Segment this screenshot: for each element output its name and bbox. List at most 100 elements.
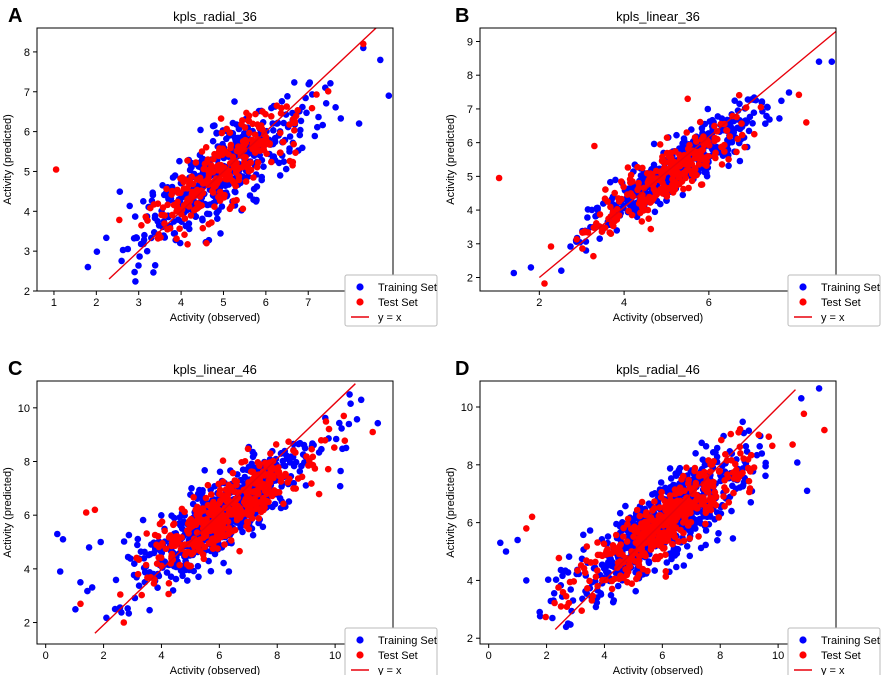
- data-point: [305, 462, 312, 469]
- data-point: [208, 491, 215, 498]
- data-point: [662, 573, 670, 580]
- data-point: [738, 131, 746, 139]
- data-point-outlier: [91, 506, 99, 514]
- data-point: [225, 530, 232, 538]
- y-tick-label: 2: [24, 286, 30, 298]
- data-point: [726, 133, 734, 140]
- axes-frame: [479, 27, 837, 292]
- data-point: [216, 145, 223, 152]
- data-point: [587, 559, 594, 566]
- data-point: [605, 215, 612, 223]
- data-point: [708, 479, 715, 487]
- legend: Training Set Test Set y = x: [344, 274, 438, 327]
- data-point: [228, 483, 235, 491]
- data-point: [653, 190, 661, 198]
- data-point: [124, 605, 131, 612]
- data-point: [616, 560, 623, 568]
- data-point: [207, 511, 214, 518]
- legend: Training Set Test Set y = x: [787, 627, 881, 675]
- data-point: [337, 467, 344, 475]
- data-point: [680, 537, 688, 545]
- data-point-outlier: [684, 95, 691, 103]
- data-point: [233, 121, 240, 128]
- data-point: [736, 484, 744, 491]
- data-point-outlier: [803, 119, 810, 126]
- data-point: [245, 168, 253, 175]
- data-point-outlier: [369, 428, 377, 436]
- data-point: [698, 181, 706, 188]
- data-point: [249, 468, 257, 476]
- y-tick-label: 8: [467, 460, 473, 472]
- data-point: [127, 555, 134, 562]
- data-point: [197, 548, 204, 555]
- data-point: [776, 115, 783, 122]
- data-point: [607, 178, 614, 186]
- x-tick-label: 4: [601, 650, 607, 662]
- legend-label: Test Set: [821, 297, 861, 309]
- data-point: [253, 183, 261, 190]
- data-point: [685, 476, 692, 484]
- data-point: [711, 122, 718, 130]
- legend-marker: [799, 283, 807, 291]
- data-point: [815, 385, 823, 392]
- data-point: [168, 191, 175, 198]
- data-point: [718, 436, 725, 444]
- data-point: [762, 462, 769, 470]
- data-point: [306, 79, 314, 86]
- data-point: [336, 482, 344, 490]
- reference-line-y-equals-x: [108, 28, 377, 280]
- data-point: [177, 189, 184, 197]
- data-point: [294, 107, 302, 114]
- y-axis-label: Activity (predicted): [2, 467, 14, 557]
- data-point: [279, 473, 286, 481]
- data-point: [661, 497, 668, 505]
- x-tick-label: 10: [329, 650, 341, 662]
- data-point: [176, 514, 184, 521]
- data-point: [250, 196, 257, 203]
- data-point: [745, 427, 753, 435]
- data-point: [163, 185, 170, 193]
- panel-letter: B: [455, 5, 469, 27]
- data-point: [713, 128, 721, 135]
- data-point: [184, 157, 191, 164]
- data-point: [161, 527, 168, 535]
- data-point: [579, 245, 586, 252]
- plot-content: [495, 30, 836, 287]
- data-point: [120, 538, 128, 545]
- data-point: [204, 201, 211, 209]
- data-point: [241, 124, 249, 131]
- data-point: [126, 202, 133, 210]
- data-point: [662, 535, 670, 542]
- data-point: [686, 552, 694, 560]
- data-point: [758, 98, 766, 105]
- data-point: [280, 119, 288, 127]
- data-point: [685, 184, 692, 192]
- data-point: [231, 98, 238, 105]
- data-point: [724, 471, 731, 478]
- data-point: [751, 130, 758, 138]
- data-point: [136, 253, 143, 260]
- data-point: [619, 519, 626, 526]
- data-point: [159, 540, 166, 547]
- legend-label: Test Set: [378, 650, 418, 662]
- data-point: [696, 118, 704, 126]
- data-point-outlier: [59, 536, 67, 543]
- data-point: [763, 112, 770, 120]
- data-point: [201, 467, 208, 474]
- data-point-outlier: [828, 58, 836, 65]
- data-point: [134, 570, 142, 578]
- data-point: [800, 410, 808, 418]
- data-point: [728, 457, 735, 464]
- data-point: [686, 535, 694, 542]
- data-point: [204, 156, 212, 163]
- x-axis-label: Activity (observed): [170, 312, 260, 324]
- data-point: [242, 178, 250, 185]
- data-point-outlier: [815, 58, 823, 65]
- y-tick-label: 3: [467, 239, 473, 251]
- data-point: [282, 111, 290, 118]
- series-test-set: [495, 91, 810, 287]
- data-point: [275, 159, 283, 167]
- data-point: [785, 89, 793, 96]
- legend-marker: [356, 298, 364, 306]
